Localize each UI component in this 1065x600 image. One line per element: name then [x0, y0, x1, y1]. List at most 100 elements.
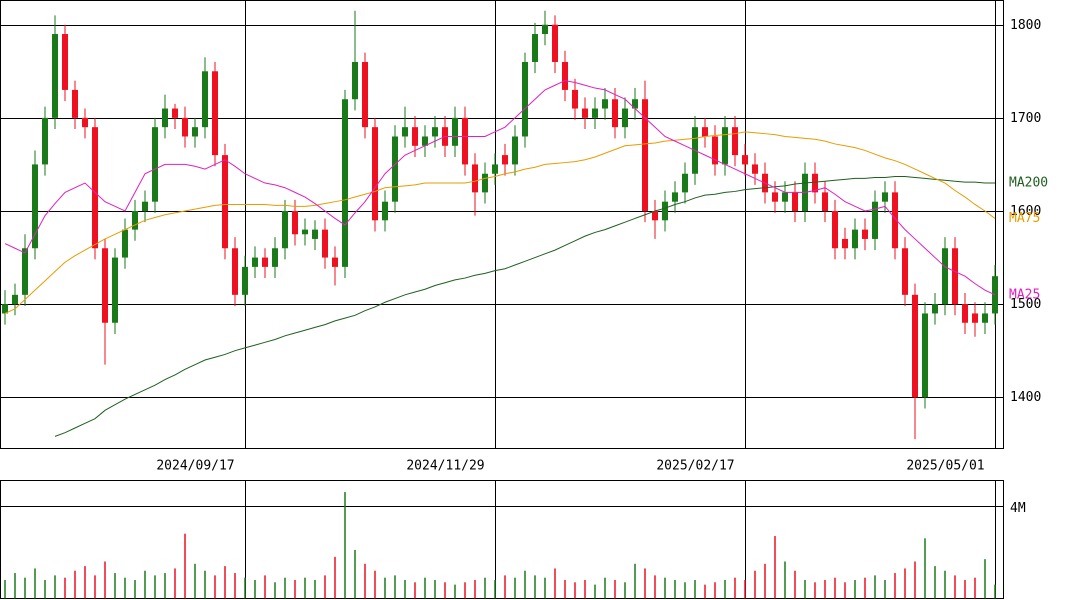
candle-body — [452, 117, 458, 146]
candle-body — [272, 248, 278, 267]
candle-body — [182, 117, 188, 137]
x-tick-label: 2025/02/17 — [656, 459, 734, 474]
candle-body — [232, 248, 238, 295]
candle-body — [252, 257, 258, 267]
candle-body — [122, 229, 128, 258]
y-tick-label: 1400 — [1010, 390, 1041, 405]
candle-body — [172, 108, 178, 118]
candle-body — [822, 192, 828, 211]
candle-body — [702, 127, 708, 137]
candle-body — [602, 99, 608, 109]
candle-body — [892, 192, 898, 249]
candle-body — [882, 192, 888, 202]
candle-body — [412, 127, 418, 146]
candle-body — [682, 173, 688, 193]
candle-body — [562, 61, 568, 90]
candle-body — [582, 108, 588, 118]
candle-body — [142, 201, 148, 211]
candle-body — [242, 266, 248, 295]
ma-label: MA25 — [1009, 287, 1040, 302]
candle-body — [792, 192, 798, 211]
candle-body — [542, 24, 548, 35]
candle-body — [102, 248, 108, 323]
candle-body — [982, 313, 988, 323]
candle-body — [292, 210, 298, 235]
candle-body — [42, 117, 48, 165]
candle-body — [672, 192, 678, 202]
volume-frame — [0, 480, 1004, 599]
price-frame — [0, 0, 1004, 449]
candle-body — [772, 192, 778, 202]
candle-body — [742, 155, 748, 165]
candle-body — [322, 229, 328, 258]
candle-body — [922, 313, 928, 398]
candle-body — [732, 127, 738, 156]
candle-body — [842, 238, 848, 249]
candle-body — [652, 210, 658, 221]
candle-body — [82, 117, 88, 128]
candle-body — [992, 276, 998, 314]
candle-body — [22, 248, 28, 295]
candle-body — [462, 117, 468, 165]
candle-body — [62, 34, 68, 90]
candle-body — [642, 99, 648, 211]
candle-body — [502, 155, 508, 165]
candle-body — [782, 192, 788, 202]
candle-body — [12, 294, 18, 305]
candle-body — [72, 89, 78, 118]
candle-body — [972, 313, 978, 323]
y-tick-label: 1800 — [1010, 18, 1041, 33]
candle-body — [492, 164, 498, 174]
candle-body — [192, 127, 198, 137]
candle-body — [132, 210, 138, 230]
ma-line — [4, 80, 996, 296]
candle-body — [262, 257, 268, 267]
candle-body — [422, 136, 428, 146]
candle-body — [722, 127, 728, 165]
ma-line — [4, 131, 996, 314]
x-tick-label: 2024/11/29 — [406, 459, 484, 474]
candle-body — [592, 108, 598, 118]
candle-body — [402, 127, 408, 137]
candle-body — [872, 201, 878, 239]
candle-body — [2, 304, 8, 314]
ma-label: MA200 — [1009, 176, 1048, 191]
candle-body — [212, 71, 218, 156]
candle-body — [752, 164, 758, 174]
candle-body — [342, 99, 348, 267]
candle-body — [942, 248, 948, 305]
candle-body — [512, 136, 518, 165]
candle-body — [222, 155, 228, 249]
candle-body — [862, 229, 868, 239]
ma-line — [54, 176, 995, 437]
candle-body — [932, 304, 938, 314]
candle-body — [712, 136, 718, 165]
candle-body — [472, 164, 478, 193]
candle-body — [432, 127, 438, 137]
volume-tick-label: 4M — [1010, 501, 1026, 516]
candle-body — [852, 229, 858, 249]
candle-body — [952, 248, 958, 305]
candle-body — [202, 71, 208, 128]
candle-body — [832, 210, 838, 249]
candle-body — [282, 210, 288, 249]
candle-body — [332, 257, 338, 267]
candle-body — [532, 34, 538, 62]
candle-body — [912, 294, 918, 398]
candle-body — [392, 136, 398, 202]
candle-body — [52, 34, 58, 118]
candle-body — [382, 201, 388, 221]
candle-body — [302, 229, 308, 235]
candle-body — [32, 164, 38, 249]
candle-body — [312, 229, 318, 239]
candle-body — [372, 127, 378, 221]
y-tick-label: 1500 — [1010, 297, 1041, 312]
candle-body — [152, 127, 158, 202]
ma-label: MA75 — [1009, 211, 1040, 226]
candle-body — [632, 99, 638, 109]
candle-body — [612, 99, 618, 128]
candle-body — [362, 61, 368, 128]
candle-body — [482, 173, 488, 193]
candle-body — [622, 108, 628, 128]
